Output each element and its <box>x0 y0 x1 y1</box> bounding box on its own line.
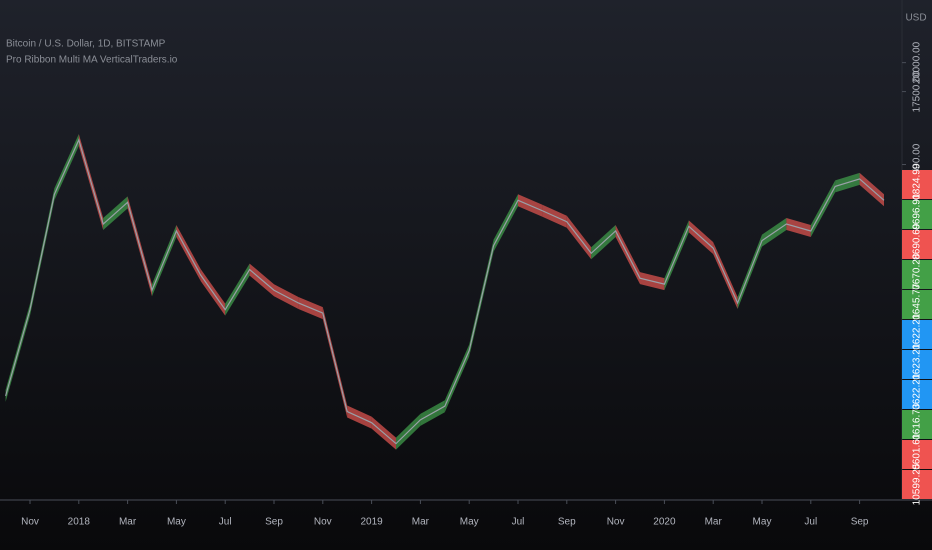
price-tag <box>902 320 932 349</box>
price-tag-label: 10599.25 <box>912 463 923 505</box>
x-tick-label: 2018 <box>68 517 91 528</box>
price-tag-label: 10601.61 <box>912 433 923 475</box>
price-tag-label: 10696.91 <box>912 193 923 235</box>
price-tag <box>902 170 932 199</box>
x-tick-label: 2020 <box>653 517 676 528</box>
x-tick-label: Jul <box>804 517 817 528</box>
x-tick-label: Nov <box>607 517 625 528</box>
x-tick-label: Sep <box>558 517 576 528</box>
price-tag-label: 10616.73 <box>912 403 923 445</box>
chart-title: Bitcoin / U.S. Dollar, 1D, BITSTAMP <box>6 39 166 50</box>
indicator-label: Pro Ribbon Multi MA VerticalTraders.io <box>6 55 178 66</box>
x-tick-label: Mar <box>705 517 723 528</box>
x-tick-label: May <box>460 517 479 528</box>
x-tick-label: May <box>753 517 772 528</box>
x-tick-label: Jul <box>219 517 232 528</box>
x-tick-label: Mar <box>412 517 430 528</box>
price-tag <box>902 440 932 469</box>
x-tick-label: 2019 <box>360 517 383 528</box>
x-tick-label: Nov <box>314 517 332 528</box>
x-tick-label: Nov <box>21 517 39 528</box>
y-tick-label: 20000.00 <box>912 41 923 83</box>
price-tag <box>902 260 932 289</box>
price-tag-label: 10824.99 <box>912 163 923 205</box>
price-tag-label: 10645.77 <box>912 283 923 325</box>
x-tick-label: Sep <box>265 517 283 528</box>
price-tag-label: 10690.69 <box>912 223 923 265</box>
price-tag <box>902 290 932 319</box>
price-tag-label: 10622.21 <box>912 313 923 355</box>
currency-label: USD <box>905 13 926 24</box>
price-tag <box>902 200 932 229</box>
price-tag <box>902 470 932 499</box>
x-tick-label: Sep <box>851 517 869 528</box>
price-tag <box>902 380 932 409</box>
price-tag-label: 10623.21 <box>912 343 923 385</box>
price-tag-label: 10622.21 <box>912 373 923 415</box>
price-tag <box>902 350 932 379</box>
x-tick-label: Jul <box>512 517 525 528</box>
x-tick-label: May <box>167 517 186 528</box>
y-tick-label: 17500.00 <box>912 70 923 112</box>
price-tag <box>902 410 932 439</box>
price-tag-label: 10670.28 <box>912 253 923 295</box>
price-line <box>5 138 885 445</box>
price-tag <box>902 230 932 259</box>
x-tick-label: Mar <box>119 517 137 528</box>
y-tick-label: 12500.00 <box>912 143 923 185</box>
